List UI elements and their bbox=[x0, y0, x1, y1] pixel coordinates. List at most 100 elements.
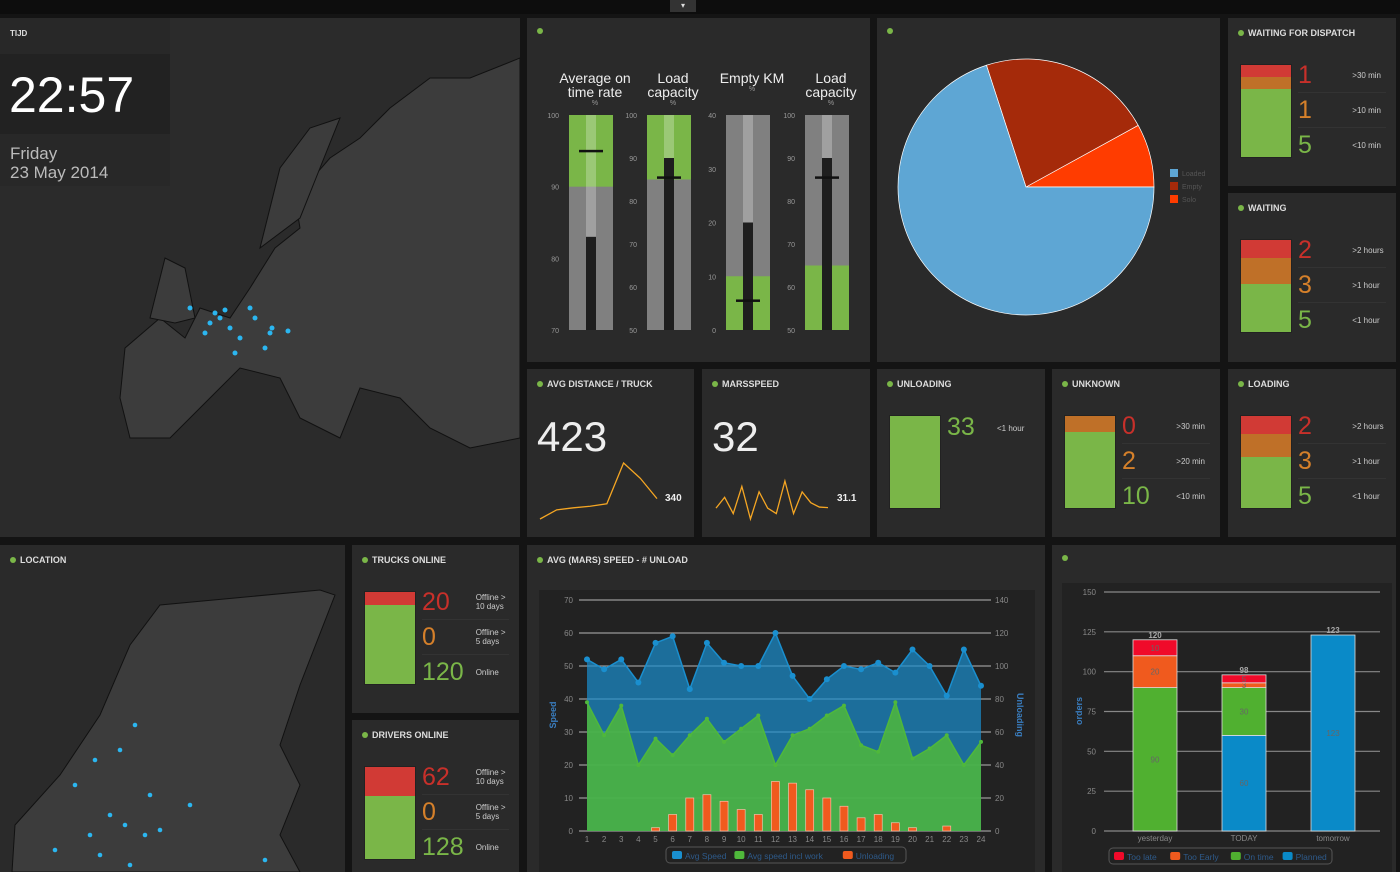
data-point bbox=[960, 646, 967, 653]
data-point bbox=[652, 639, 659, 646]
bullet-target bbox=[736, 299, 760, 302]
bullet-tick: 100 bbox=[625, 113, 637, 120]
status-label: Online bbox=[475, 668, 499, 677]
data-point bbox=[979, 739, 983, 744]
total-label: 123 bbox=[1326, 626, 1340, 635]
y-tick: 40 bbox=[564, 695, 573, 704]
data-point bbox=[841, 703, 846, 708]
status-row: 128 Online bbox=[422, 830, 509, 865]
truck-location-dot bbox=[217, 315, 223, 321]
bullet-tick: 100 bbox=[547, 113, 559, 120]
chevron-down-icon[interactable]: ▾ bbox=[670, 0, 696, 12]
truck-location-dot bbox=[142, 832, 148, 838]
avg-distance-value: 423 bbox=[537, 413, 608, 460]
netherlands-map[interactable] bbox=[0, 545, 345, 872]
status-row: 62 Offline > 10 days bbox=[422, 760, 509, 795]
status-dot-icon bbox=[537, 28, 543, 34]
marsspeed-panel: MARSSPEED 32 31.1 bbox=[702, 369, 870, 537]
data-point bbox=[823, 676, 830, 683]
legend-swatch bbox=[734, 851, 745, 859]
x-tick: 10 bbox=[737, 835, 746, 844]
status-count: 2 bbox=[1298, 235, 1312, 264]
sparkline bbox=[715, 478, 829, 522]
status-row: 0 Offline > 5 days bbox=[422, 620, 509, 655]
x-tick: 11 bbox=[754, 835, 763, 844]
unloading-bar bbox=[839, 805, 849, 832]
data-point bbox=[944, 733, 949, 738]
bullet-tick: 10 bbox=[708, 274, 716, 281]
status-dot-icon bbox=[362, 732, 368, 738]
status-dot-icon bbox=[1238, 205, 1244, 211]
truck-location-dot bbox=[97, 852, 103, 858]
truck-location-dot bbox=[262, 857, 268, 863]
unloading-bar bbox=[942, 825, 952, 832]
legend-label: On time bbox=[1244, 852, 1274, 862]
data-point bbox=[686, 686, 693, 693]
bullet-tick: 60 bbox=[629, 285, 637, 292]
bullet-tick: 80 bbox=[629, 199, 637, 206]
data-point bbox=[722, 739, 727, 744]
x-tick: 22 bbox=[942, 835, 951, 844]
truck-location-dot bbox=[157, 827, 163, 833]
total-label: 98 bbox=[1240, 666, 1249, 675]
unloading-bar bbox=[873, 814, 883, 832]
data-point bbox=[602, 733, 607, 738]
x-tick: 16 bbox=[840, 835, 849, 844]
panel-title: MARSSPEED bbox=[722, 379, 780, 389]
unloading-bar bbox=[805, 789, 815, 832]
bullet-unit: % bbox=[828, 100, 834, 107]
status-row: 1 >30 min bbox=[1298, 58, 1386, 93]
bullet-charts-panel: Average on time rate% 70 80 90 100 Load capacit… bbox=[527, 18, 870, 362]
segment-label: 30 bbox=[1240, 708, 1249, 717]
legend-swatch bbox=[672, 851, 682, 859]
bullet-tick: 50 bbox=[629, 328, 637, 335]
status-count: 10 bbox=[1122, 482, 1150, 510]
spark-last-value: 340 bbox=[665, 493, 682, 504]
data-point bbox=[704, 716, 709, 721]
data-point bbox=[893, 700, 898, 705]
status-count: 0 bbox=[422, 622, 436, 651]
unloading-bar bbox=[736, 809, 746, 832]
status-stack-bar bbox=[1064, 415, 1116, 509]
status-label: >1 hour bbox=[1352, 456, 1380, 466]
status-dot-icon bbox=[362, 557, 368, 563]
data-point bbox=[876, 749, 881, 754]
data-point bbox=[909, 646, 916, 653]
x-tick: 23 bbox=[959, 835, 968, 844]
y2-axis-label: Unloading bbox=[1015, 693, 1025, 737]
data-point bbox=[670, 753, 675, 758]
truck-location-dot bbox=[227, 325, 233, 331]
data-point bbox=[653, 736, 658, 741]
sparkline-line bbox=[715, 478, 829, 522]
truck-location-dot bbox=[107, 812, 113, 818]
data-point bbox=[739, 726, 744, 731]
status-row: 120 Online bbox=[422, 655, 509, 690]
panel-title: AVG (MARS) SPEED - # UNLOAD bbox=[547, 555, 688, 565]
y-tick: 125 bbox=[1083, 628, 1097, 637]
x-tick: 2 bbox=[602, 835, 607, 844]
y2-tick: 20 bbox=[995, 794, 1004, 803]
data-point bbox=[978, 682, 984, 689]
data-point bbox=[926, 663, 933, 669]
bullet-tick: 90 bbox=[551, 185, 559, 192]
status-count: 5 bbox=[1298, 131, 1312, 159]
x-tick: 14 bbox=[805, 835, 814, 844]
y2-tick: 100 bbox=[995, 662, 1009, 671]
x-tick: TODAY bbox=[1231, 834, 1258, 843]
status-row: 20 Offline > 10 days bbox=[422, 585, 509, 620]
data-point bbox=[669, 633, 676, 640]
pie-slice-loaded bbox=[897, 64, 1155, 316]
europe-map[interactable] bbox=[0, 18, 520, 537]
status-label: >20 min bbox=[1176, 456, 1205, 466]
segment-label: 123 bbox=[1326, 729, 1340, 738]
truck-location-dot bbox=[212, 310, 218, 316]
sparkline-line bbox=[539, 461, 658, 520]
netherlands-landmass bbox=[11, 589, 336, 872]
data-point bbox=[635, 679, 642, 686]
status-count: 5 bbox=[1298, 306, 1312, 334]
bullet-tick: 90 bbox=[787, 156, 795, 163]
drivers-panel: DRIVERS ONLINE 62 Offline > 10 days 0 Offli… bbox=[352, 720, 519, 872]
unloading-bar bbox=[651, 827, 660, 832]
